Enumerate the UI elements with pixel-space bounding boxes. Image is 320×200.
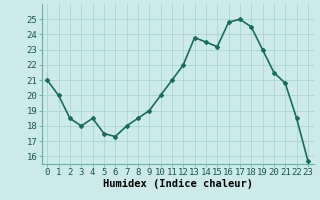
X-axis label: Humidex (Indice chaleur): Humidex (Indice chaleur) xyxy=(103,179,252,189)
